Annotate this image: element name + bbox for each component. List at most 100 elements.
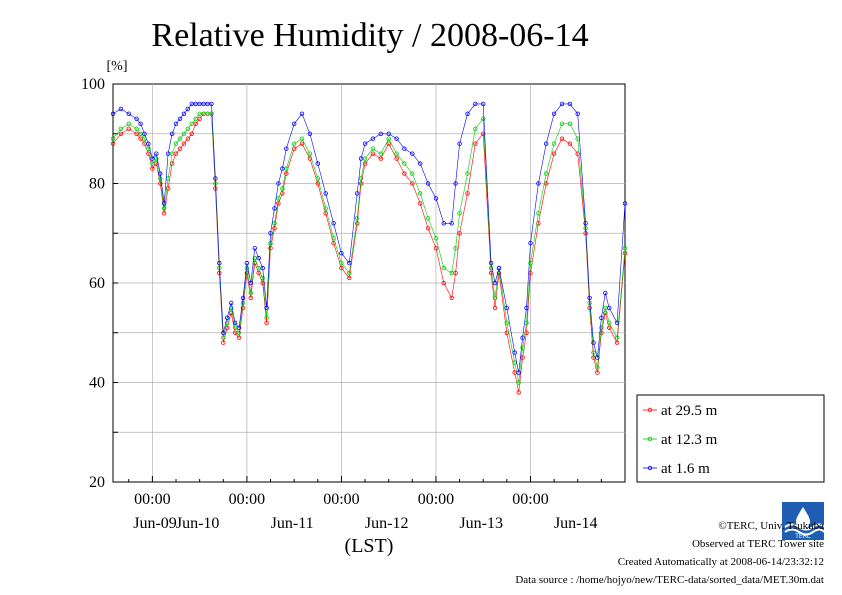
data-point xyxy=(323,206,328,211)
y-tick-label: 20 xyxy=(89,474,105,491)
data-point xyxy=(607,305,612,311)
data-point xyxy=(449,295,454,301)
data-point xyxy=(433,196,439,201)
data-point xyxy=(307,131,313,136)
x-tick-label: 00:00 xyxy=(418,491,454,508)
data-point xyxy=(402,146,407,151)
data-point xyxy=(425,216,431,221)
data-point xyxy=(236,325,242,330)
chart-title: Relative Humidity / 2008-06-14 xyxy=(151,17,588,54)
data-point xyxy=(378,156,383,161)
data-point xyxy=(323,191,328,196)
date-label: Jun-13 xyxy=(459,515,503,532)
data-point xyxy=(492,305,498,311)
data-point xyxy=(240,305,246,311)
data-point xyxy=(595,355,600,360)
data-point xyxy=(362,156,368,161)
data-point xyxy=(378,151,383,156)
x-tick-label: 00:00 xyxy=(229,491,265,508)
data-point xyxy=(355,216,360,221)
data-point xyxy=(591,340,596,345)
series-2 xyxy=(110,111,628,385)
data-point xyxy=(520,335,525,340)
data-point xyxy=(118,131,124,136)
legend-swatch-marker xyxy=(647,436,653,442)
data-point xyxy=(481,101,486,107)
y-tick-label: 40 xyxy=(89,375,105,392)
data-point xyxy=(607,320,612,325)
data-point xyxy=(386,141,391,146)
data-point xyxy=(177,116,183,121)
data-point xyxy=(228,300,234,306)
data-point xyxy=(307,151,313,156)
data-point xyxy=(118,106,124,112)
data-point xyxy=(559,101,565,107)
data-point xyxy=(256,255,261,261)
data-point xyxy=(595,365,600,370)
data-point xyxy=(449,270,454,276)
data-point xyxy=(394,156,399,161)
footer-created: Created Automatically at 2008-06-14/23:3… xyxy=(617,556,824,568)
data-point xyxy=(248,290,253,296)
data-point xyxy=(386,131,391,136)
data-point xyxy=(516,390,521,395)
data-point xyxy=(370,151,376,156)
data-point xyxy=(272,221,277,226)
data-point xyxy=(433,235,439,241)
data-point xyxy=(441,280,446,286)
data-point xyxy=(260,265,265,271)
data-point xyxy=(362,161,368,166)
data-point xyxy=(622,245,628,251)
data-point xyxy=(134,116,139,121)
data-point xyxy=(358,156,364,161)
data-point xyxy=(520,355,525,360)
data-point xyxy=(453,245,458,251)
data-point xyxy=(244,265,250,271)
data-point xyxy=(189,121,194,126)
legend-label: at 12.3 m xyxy=(661,432,718,448)
data-point xyxy=(347,260,352,266)
data-point xyxy=(276,201,281,206)
data-point xyxy=(433,245,439,251)
data-point xyxy=(276,181,281,186)
data-point xyxy=(516,370,521,375)
data-point xyxy=(355,191,360,196)
data-point xyxy=(173,141,179,146)
series-1 xyxy=(110,111,628,395)
data-point xyxy=(347,270,352,276)
data-point xyxy=(358,176,364,181)
data-point xyxy=(209,101,214,107)
data-point xyxy=(244,260,250,266)
data-point xyxy=(177,146,183,151)
footer-source: Data source : /home/hojyo/new/TERC-data/… xyxy=(515,574,824,586)
data-point xyxy=(441,221,446,226)
data-point xyxy=(465,191,470,196)
data-point xyxy=(378,131,383,136)
data-point xyxy=(410,171,415,176)
y-axis: 20 40 60 80 100 xyxy=(81,76,118,491)
data-point xyxy=(150,166,155,171)
data-point xyxy=(528,240,533,246)
y-tick-label: 80 xyxy=(89,176,105,193)
date-label: Jun-14 xyxy=(554,515,598,532)
data-point xyxy=(362,141,368,146)
data-point xyxy=(146,146,151,151)
data-point xyxy=(587,295,592,301)
data-point xyxy=(284,146,289,151)
data-point xyxy=(161,206,167,211)
data-point xyxy=(110,141,116,146)
terc-logo: TERC xyxy=(782,502,825,540)
data-point xyxy=(126,121,131,126)
data-point xyxy=(236,335,242,340)
data-point xyxy=(221,335,226,340)
data-point xyxy=(193,116,198,121)
data-point xyxy=(221,330,226,335)
data-point xyxy=(169,131,175,136)
data-point xyxy=(146,141,151,146)
data-point xyxy=(599,325,604,330)
data-point xyxy=(492,280,498,286)
data-point xyxy=(260,280,265,286)
data-point xyxy=(347,275,352,281)
data-point xyxy=(161,201,167,206)
data-point xyxy=(536,211,541,216)
